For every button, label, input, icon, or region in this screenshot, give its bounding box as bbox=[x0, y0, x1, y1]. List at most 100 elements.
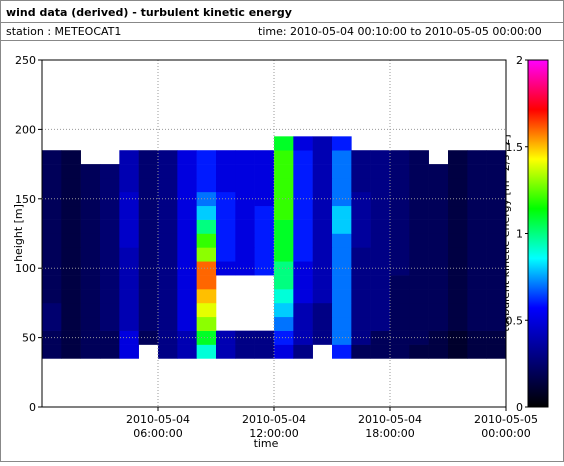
heat-cell bbox=[370, 219, 391, 234]
heat-cell bbox=[177, 289, 197, 304]
heat-cell bbox=[293, 164, 313, 179]
heat-cell bbox=[467, 302, 487, 318]
heat-cell bbox=[370, 177, 391, 193]
heat-cell bbox=[177, 164, 197, 179]
heat-cell bbox=[158, 316, 178, 331]
heat-cell bbox=[409, 316, 429, 331]
colorbar-tick-label: 0.5 bbox=[506, 314, 524, 327]
heat-cell bbox=[274, 316, 294, 331]
heat-cell bbox=[409, 261, 429, 276]
heat-cell bbox=[100, 289, 120, 304]
heat-cell bbox=[332, 261, 352, 276]
heat-cell bbox=[80, 344, 101, 359]
heat-cell bbox=[80, 233, 101, 248]
heat-cell bbox=[158, 233, 178, 248]
heat-cell bbox=[312, 150, 333, 165]
x-tick-label-line: 2010-05-04 bbox=[126, 413, 190, 426]
heat-cell bbox=[467, 219, 487, 234]
heat-cell bbox=[196, 177, 217, 193]
heat-cell bbox=[100, 233, 120, 248]
heat-cell bbox=[390, 289, 410, 304]
heat-cell bbox=[80, 316, 101, 331]
heat-cell bbox=[409, 150, 429, 165]
heat-cell bbox=[119, 247, 139, 262]
heat-cell bbox=[158, 247, 178, 262]
heat-cell bbox=[428, 205, 449, 220]
heat-cell bbox=[61, 289, 81, 304]
heat-cell bbox=[42, 275, 62, 290]
heat-cell bbox=[119, 302, 139, 318]
heat-cell bbox=[370, 344, 391, 359]
heat-cell bbox=[138, 316, 159, 331]
heat-cell bbox=[409, 205, 429, 220]
heat-cell bbox=[158, 177, 178, 193]
heat-cell bbox=[390, 247, 410, 262]
heat-cell bbox=[42, 164, 62, 179]
x-axis-label: time bbox=[254, 437, 279, 450]
heat-cell bbox=[370, 205, 391, 220]
heat-cell bbox=[467, 150, 487, 165]
heat-cell bbox=[196, 150, 217, 165]
heat-cell bbox=[119, 233, 139, 248]
colorbar-tick-label: 1.5 bbox=[506, 141, 524, 154]
heat-cell bbox=[312, 275, 333, 290]
heat-cell bbox=[448, 233, 468, 248]
heat-cell bbox=[312, 219, 333, 234]
heat-cell bbox=[42, 302, 62, 318]
heat-cell bbox=[254, 150, 275, 165]
heat-cell bbox=[448, 191, 468, 207]
station: station : METEOCAT1 bbox=[6, 25, 121, 38]
heat-cell bbox=[428, 219, 449, 234]
heat-cell bbox=[177, 191, 197, 207]
heat-cell bbox=[351, 330, 371, 345]
heat-cell bbox=[448, 164, 468, 179]
heat-cell bbox=[61, 302, 81, 318]
heat-cell bbox=[100, 164, 120, 179]
heat-cell bbox=[390, 150, 410, 165]
heat-cell bbox=[332, 177, 352, 193]
heat-cell bbox=[428, 177, 449, 193]
heat-cell bbox=[119, 164, 139, 179]
heat-cell bbox=[158, 289, 178, 304]
heat-cell bbox=[486, 261, 507, 276]
colorbar-tick-label: 0 bbox=[516, 401, 523, 414]
heat-cell bbox=[119, 219, 139, 234]
heat-cell bbox=[428, 247, 449, 262]
heat-cell bbox=[254, 219, 275, 234]
heat-cell bbox=[138, 261, 159, 276]
heat-cell bbox=[100, 275, 120, 290]
heat-cell bbox=[312, 136, 333, 151]
colorbar-tick-label: 1 bbox=[516, 228, 523, 241]
heat-cell bbox=[390, 316, 410, 331]
heat-cell bbox=[138, 289, 159, 304]
heat-cell bbox=[274, 205, 294, 220]
heat-cell bbox=[293, 150, 313, 165]
heat-cell bbox=[177, 302, 197, 318]
heat-cell bbox=[351, 191, 371, 207]
heat-cell bbox=[138, 191, 159, 207]
heat-cell bbox=[119, 177, 139, 193]
heat-cell bbox=[332, 164, 352, 179]
heat-cell bbox=[158, 219, 178, 234]
heat-cell bbox=[332, 191, 352, 207]
heat-cell bbox=[254, 164, 275, 179]
heat-cell bbox=[254, 177, 275, 193]
heat-cell bbox=[467, 316, 487, 331]
heat-cell bbox=[448, 177, 468, 193]
heat-cell bbox=[42, 247, 62, 262]
heat-cell bbox=[119, 275, 139, 290]
heat-cell bbox=[486, 191, 507, 207]
heat-cell bbox=[274, 164, 294, 179]
heat-cell bbox=[486, 177, 507, 193]
heat-cell bbox=[370, 316, 391, 331]
heat-cell bbox=[177, 344, 197, 359]
heat-cell bbox=[351, 316, 371, 331]
heat-cell bbox=[216, 219, 236, 234]
heat-cell bbox=[428, 316, 449, 331]
heat-cell bbox=[80, 219, 101, 234]
heat-cell bbox=[486, 150, 507, 165]
heat-cell bbox=[119, 150, 139, 165]
heat-cell bbox=[216, 344, 236, 359]
